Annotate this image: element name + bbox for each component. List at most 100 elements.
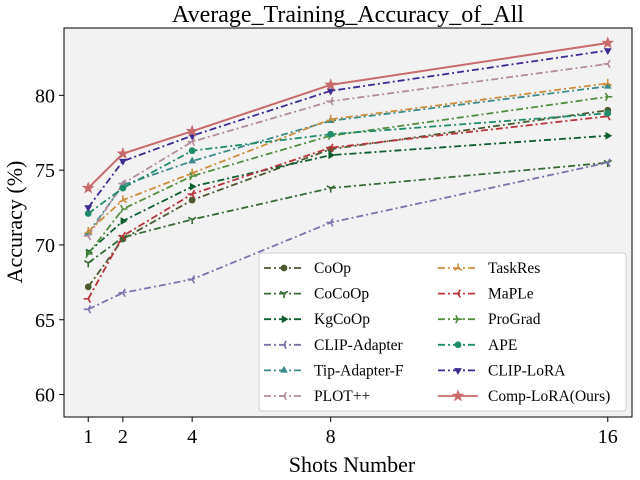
legend-item: APE xyxy=(438,337,517,354)
x-tick-label: 2 xyxy=(118,426,128,448)
legend-label: CLIP-LoRA xyxy=(488,362,566,379)
legend-label: TaskRes xyxy=(488,260,540,277)
legend-item: ProGrad xyxy=(438,311,541,328)
series-line xyxy=(87,161,608,264)
data-point xyxy=(118,158,127,166)
data-point xyxy=(189,171,197,181)
data-point xyxy=(455,314,463,324)
data-point xyxy=(119,184,127,192)
legend-label: ProGrad xyxy=(488,311,541,328)
data-point xyxy=(605,131,613,140)
data-point xyxy=(326,88,335,96)
data-point xyxy=(453,263,463,271)
data-point xyxy=(83,304,92,314)
legend-item: TaskRes xyxy=(438,260,540,277)
legend-item: MaPLe xyxy=(438,286,534,303)
data-point xyxy=(84,283,92,291)
y-axis: 60 65 70 75 80 xyxy=(35,85,64,407)
data-point xyxy=(280,264,288,272)
data-point xyxy=(453,289,461,298)
series-layer xyxy=(81,36,615,314)
data-point xyxy=(118,195,128,204)
data-point xyxy=(118,231,126,241)
data-point xyxy=(326,97,334,106)
data-point xyxy=(83,259,93,268)
legend-label: CoOp xyxy=(314,260,351,277)
data-point xyxy=(119,204,128,214)
y-tick-label: 75 xyxy=(35,160,55,182)
series-maple xyxy=(83,111,611,304)
x-tick-label: 8 xyxy=(326,426,336,448)
legend-item: CoCoOp xyxy=(264,286,369,303)
data-point xyxy=(454,368,462,375)
data-point xyxy=(116,146,130,160)
legend-item: PLOT++ xyxy=(264,388,370,405)
legend-label: Comp-LoRA(Ours) xyxy=(488,388,610,405)
data-point xyxy=(326,185,335,193)
data-point xyxy=(280,365,288,373)
data-point xyxy=(120,217,128,225)
legend-label: Tip-Adapter-F xyxy=(314,362,404,379)
data-point xyxy=(279,391,287,401)
data-point xyxy=(454,341,462,349)
data-point xyxy=(188,196,196,204)
legend-label: KgCoOp xyxy=(314,311,370,328)
legend-label: MaPLe xyxy=(488,286,534,303)
legend-item: CLIP-LoRA xyxy=(438,362,566,379)
series-plot xyxy=(83,59,611,241)
data-point xyxy=(326,114,335,123)
y-tick-label: 70 xyxy=(35,235,55,257)
data-point xyxy=(187,189,196,199)
data-point xyxy=(601,36,615,49)
data-point xyxy=(185,124,199,137)
data-point xyxy=(81,181,95,194)
data-point xyxy=(603,78,613,87)
legend-label: CoCoOp xyxy=(314,286,369,303)
data-point xyxy=(326,218,334,227)
data-point xyxy=(187,216,197,225)
legend-label: CLIP-Adapter xyxy=(314,337,404,354)
data-point xyxy=(328,151,336,160)
data-point xyxy=(188,147,196,155)
series-clip-adapter xyxy=(83,158,611,314)
data-point xyxy=(604,109,612,117)
data-point xyxy=(83,226,93,235)
data-point xyxy=(279,340,287,350)
legend-item: KgCoOp xyxy=(264,311,370,328)
data-point xyxy=(187,137,196,147)
data-point xyxy=(189,182,197,191)
data-point xyxy=(604,92,613,102)
legend-label: APE xyxy=(488,337,517,354)
chart-title: Average_Training_Accuracy_of_All xyxy=(172,2,524,28)
data-point xyxy=(84,205,93,213)
series-line xyxy=(87,63,608,237)
data-point xyxy=(187,275,196,284)
data-point xyxy=(188,156,197,164)
y-tick-label: 65 xyxy=(35,310,55,332)
data-point xyxy=(603,158,611,167)
data-point xyxy=(327,130,335,138)
data-point xyxy=(603,48,612,55)
data-point xyxy=(603,59,611,69)
x-tick-label: 4 xyxy=(187,426,197,448)
data-point xyxy=(85,249,93,259)
legend-label: PLOT++ xyxy=(314,388,370,405)
y-axis-label: Accuracy (%) xyxy=(2,161,27,284)
legend-item: Tip-Adapter-F xyxy=(264,362,404,379)
x-axis: 1 2 4 8 16 xyxy=(83,417,618,448)
legend-item: Comp-LoRA(Ours) xyxy=(438,388,610,405)
data-point xyxy=(281,315,289,324)
data-point xyxy=(84,210,92,217)
legend-box xyxy=(258,252,627,412)
series-ape xyxy=(84,109,612,217)
data-point xyxy=(118,288,126,298)
series-cocoop xyxy=(83,159,613,268)
data-point xyxy=(451,389,465,402)
x-axis-label: Shots Number xyxy=(289,452,416,477)
y-tick-label: 80 xyxy=(35,85,55,107)
legend-item: CoOp xyxy=(264,260,351,277)
data-point xyxy=(603,81,612,89)
series-line xyxy=(87,95,608,255)
data-point xyxy=(326,143,334,152)
